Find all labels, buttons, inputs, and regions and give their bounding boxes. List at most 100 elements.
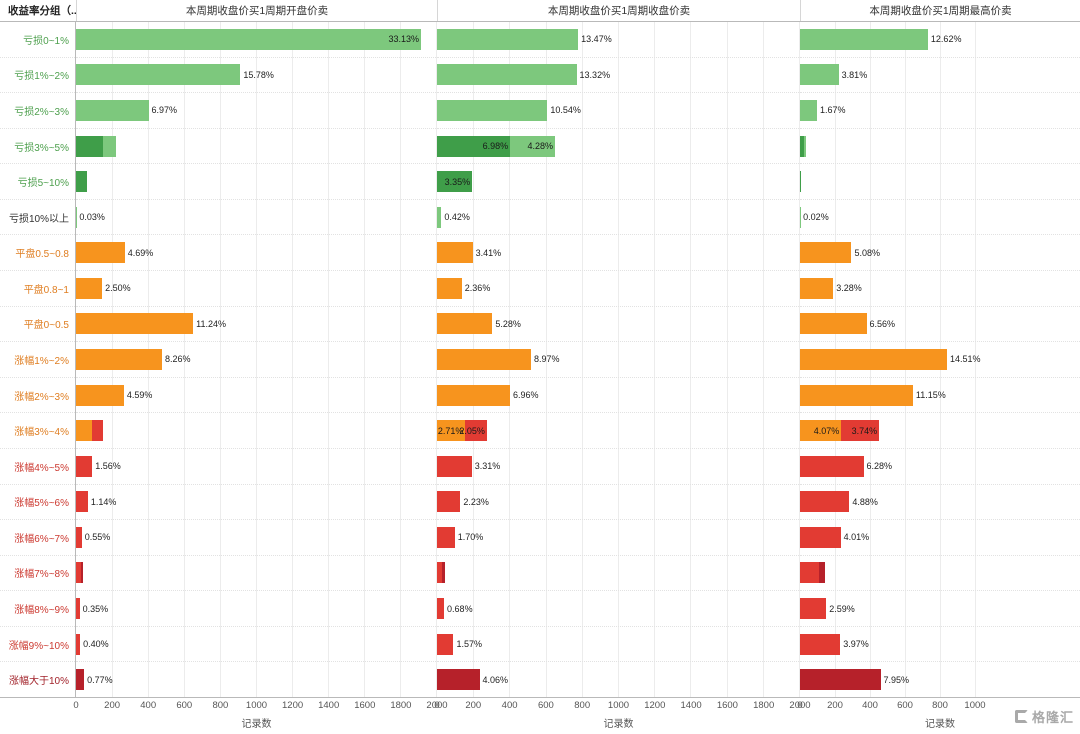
bar-segment[interactable]	[800, 242, 852, 264]
category-row: 涨幅大于10%	[0, 662, 75, 697]
bar-segment[interactable]	[103, 135, 116, 157]
bar-segment[interactable]	[76, 242, 125, 264]
bar-segment[interactable]	[76, 99, 149, 121]
panel-title-high-sell: 本周期收盘价买1周期最高价卖	[800, 0, 1080, 21]
bar-segment[interactable]	[437, 633, 454, 655]
bar-segment[interactable]	[76, 455, 93, 477]
bar-row	[76, 164, 436, 200]
bar-segment[interactable]: 4.28%	[510, 135, 555, 157]
category-row: 涨幅7%~8%	[0, 556, 75, 592]
bar-segment[interactable]	[76, 64, 241, 86]
category-label[interactable]: 平盘0.8~1	[23, 284, 69, 296]
bar-segment[interactable]	[800, 526, 841, 548]
bar-segment[interactable]	[92, 420, 103, 442]
category-label[interactable]: 涨幅8%~9%	[14, 605, 69, 617]
bar-segment[interactable]: 4.07%	[800, 420, 842, 442]
bar-segment[interactable]	[76, 313, 194, 335]
bar-segment[interactable]	[437, 64, 577, 86]
gridline	[690, 22, 692, 697]
bar-segment[interactable]	[437, 99, 548, 121]
bar-segment[interactable]	[437, 455, 472, 477]
category-label[interactable]: 涨幅2%~3%	[14, 391, 69, 403]
bar-row: 7.95%	[800, 662, 1080, 697]
category-label[interactable]: 亏损0~1%	[23, 35, 69, 47]
bar-segment[interactable]: 2.71%	[437, 420, 466, 442]
bar-segment[interactable]	[800, 313, 867, 335]
bar-segment[interactable]: 3.35%	[437, 171, 473, 193]
category-label[interactable]: 涨幅3%~4%	[14, 427, 69, 439]
bar-segment[interactable]	[437, 242, 473, 264]
bar-segment[interactable]	[76, 277, 103, 299]
bar-segment[interactable]	[76, 633, 81, 655]
category-label[interactable]: 涨幅9%~10%	[8, 640, 69, 652]
bar-segment[interactable]	[437, 384, 510, 406]
bar-segment[interactable]	[819, 562, 826, 584]
axis-tick: 1400	[318, 700, 340, 711]
bar-segment[interactable]	[800, 99, 817, 121]
bar-segment[interactable]	[76, 420, 93, 442]
category-label[interactable]: 平盘0~0.5	[23, 320, 69, 332]
bar-segment[interactable]	[437, 28, 579, 50]
bar-segment[interactable]	[800, 171, 802, 193]
category-label[interactable]: 涨幅6%~7%	[14, 533, 69, 545]
bar-segment[interactable]	[800, 348, 947, 370]
bar-segment[interactable]	[800, 598, 827, 620]
bar-label: 4.01%	[843, 532, 870, 543]
bar-segment[interactable]	[800, 491, 850, 513]
category-label[interactable]: 涨幅7%~8%	[14, 569, 69, 581]
bar-segment[interactable]	[76, 384, 124, 406]
bar-segment[interactable]: 2.05%	[459, 420, 487, 442]
bar-segment[interactable]	[800, 455, 864, 477]
category-label[interactable]: 亏损2%~3%	[14, 106, 69, 118]
bar-segment[interactable]	[437, 669, 480, 691]
bar-segment[interactable]	[442, 562, 446, 584]
row-group-header[interactable]: 收益率分组（..	[8, 5, 76, 17]
bar-label: 1.67%	[819, 105, 846, 116]
bar-segment[interactable]	[800, 633, 841, 655]
bar-segment[interactable]	[800, 384, 913, 406]
bar-segment[interactable]	[800, 277, 834, 299]
bar-row: 0.40%	[76, 627, 436, 663]
bar-segment[interactable]	[437, 526, 455, 548]
bar-segment[interactable]	[437, 313, 493, 335]
bar-segment[interactable]: 33.13%	[76, 28, 422, 50]
bar-segment[interactable]: 6.98%	[437, 135, 511, 157]
bar-segment[interactable]	[76, 598, 80, 620]
category-label[interactable]: 涨幅大于10%	[8, 676, 69, 688]
bar-segment[interactable]	[76, 669, 85, 691]
bar-segment[interactable]	[437, 562, 443, 584]
category-label[interactable]: 涨幅4%~5%	[14, 462, 69, 474]
category-label[interactable]: 亏损3%~5%	[14, 142, 69, 154]
chart-panel-high-sell: 12.62% 3.81% 1.67% 0.02% 5.08% 3.28% 6.56% 14.5…	[800, 22, 1080, 697]
bar-segment[interactable]	[76, 171, 87, 193]
bar-segment[interactable]	[76, 562, 81, 584]
bar-segment[interactable]	[800, 64, 839, 86]
bar-row: 6.28%	[800, 449, 1080, 485]
category-label[interactable]: 亏损5~10%	[17, 178, 69, 190]
bar-segment[interactable]	[76, 135, 103, 157]
bar-row: 4.07% 3.74%	[800, 413, 1080, 449]
bar-segment[interactable]	[76, 491, 88, 513]
bar-segment[interactable]	[803, 135, 807, 157]
bar-segment[interactable]	[437, 277, 462, 299]
bar-segment[interactable]	[437, 598, 445, 620]
category-label[interactable]: 平盘0.5~0.8	[15, 249, 69, 261]
bar-segment[interactable]	[800, 562, 820, 584]
bar-row: 0.68%	[437, 591, 799, 627]
bar-segment[interactable]	[76, 526, 82, 548]
category-label[interactable]: 涨幅5%~6%	[14, 498, 69, 510]
category-label[interactable]: 亏损1%~2%	[14, 71, 69, 83]
bar-segment[interactable]	[76, 348, 163, 370]
category-label[interactable]: 涨幅1%~2%	[14, 355, 69, 367]
bar-segment[interactable]	[800, 135, 804, 157]
bar-segment[interactable]	[800, 28, 928, 50]
bar-segment[interactable]	[437, 206, 442, 228]
bar-segment[interactable]	[800, 669, 881, 691]
bar-segment[interactable]: 3.74%	[841, 420, 880, 442]
bar-segment[interactable]	[80, 562, 83, 584]
bar-label: 2.23%	[463, 496, 489, 507]
bar-segment[interactable]	[437, 491, 461, 513]
category-label[interactable]: 亏损10%以上	[8, 213, 69, 225]
axis-row: 0 200 400 600 800 1000 1200 1400 1600 1800 2000 记录数…	[0, 698, 1080, 733]
bar-segment[interactable]	[437, 348, 531, 370]
